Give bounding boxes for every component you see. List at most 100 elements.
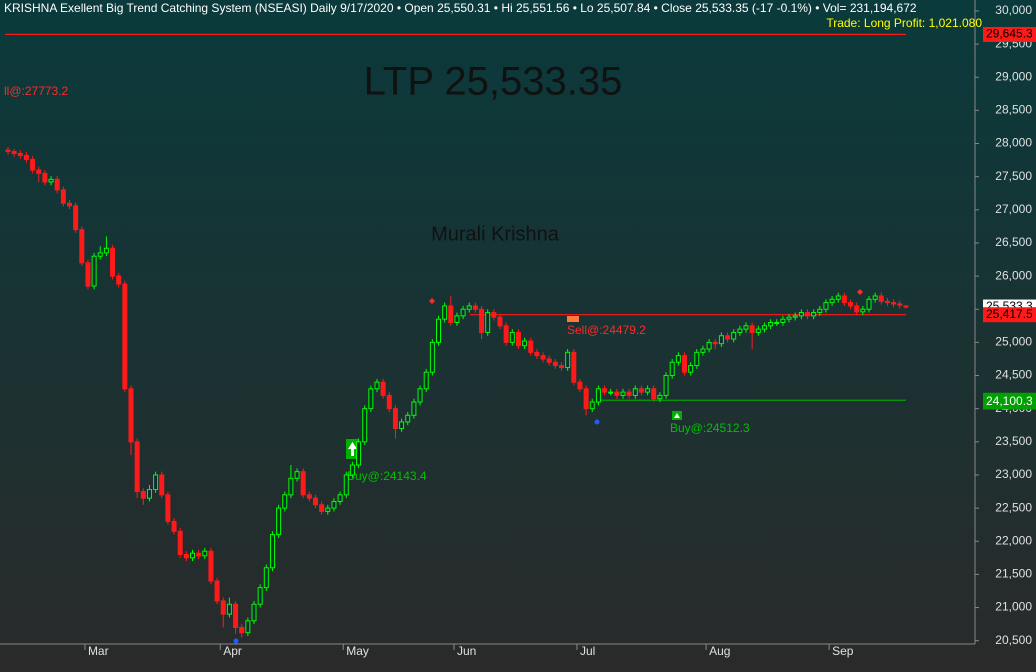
candle-body bbox=[786, 316, 792, 320]
candle-body bbox=[349, 464, 355, 476]
candle-body bbox=[706, 341, 712, 350]
x-tick-label: Jun bbox=[457, 644, 476, 658]
y-tick-label: 26,000 bbox=[995, 268, 1032, 282]
candle-body bbox=[614, 391, 620, 396]
candle-body bbox=[718, 335, 724, 345]
candle-body bbox=[682, 355, 687, 373]
candle-body bbox=[429, 341, 435, 373]
candle-body bbox=[85, 262, 91, 287]
candle-body bbox=[282, 494, 288, 509]
candle-body bbox=[54, 178, 60, 191]
candle-body bbox=[860, 308, 866, 313]
candle-body bbox=[368, 388, 374, 410]
candle-body bbox=[491, 312, 497, 318]
candle-body bbox=[522, 340, 528, 347]
candle-body bbox=[602, 388, 608, 393]
candle-body bbox=[872, 295, 878, 300]
candle-body bbox=[306, 494, 312, 499]
y-tick-label: 30,000 bbox=[995, 3, 1032, 17]
candle-body bbox=[448, 305, 454, 323]
x-tick-label: May bbox=[346, 644, 369, 658]
candle-body bbox=[251, 603, 257, 622]
candle-body bbox=[190, 552, 195, 559]
candle-body bbox=[792, 315, 798, 318]
candle-body bbox=[528, 340, 534, 353]
candle-body bbox=[11, 150, 17, 154]
candle-body bbox=[884, 300, 890, 304]
y-tick-label: 23,500 bbox=[995, 434, 1032, 448]
candle-body bbox=[423, 371, 429, 390]
candle-body bbox=[356, 441, 362, 466]
candle-body bbox=[589, 401, 595, 410]
candle-body bbox=[638, 388, 644, 393]
candle-body bbox=[436, 318, 441, 343]
candle-body bbox=[392, 408, 398, 430]
header: KRISHNA Exellent Big Trend Catching Syst… bbox=[4, 1, 917, 15]
candle-body bbox=[60, 189, 66, 204]
candle-body bbox=[595, 388, 601, 403]
candle-body bbox=[626, 391, 632, 396]
candle-body bbox=[571, 351, 577, 383]
candle-body bbox=[73, 205, 79, 231]
candle-body bbox=[300, 471, 306, 496]
level-label: 29,645.3 bbox=[986, 27, 1033, 41]
candle-body bbox=[651, 388, 657, 400]
candle-body bbox=[503, 325, 509, 343]
candle-body bbox=[331, 500, 337, 509]
candle-body bbox=[657, 394, 663, 400]
candle-body bbox=[454, 315, 460, 323]
candle-body bbox=[515, 331, 521, 347]
y-tick-label: 27,000 bbox=[995, 202, 1032, 216]
candle-body bbox=[712, 341, 718, 345]
candle-body bbox=[48, 178, 54, 183]
diamond-marker bbox=[429, 298, 435, 304]
candle-body bbox=[159, 474, 165, 496]
y-tick-label: 27,500 bbox=[995, 169, 1032, 183]
y-tick-label: 29,000 bbox=[995, 69, 1032, 83]
candle-body bbox=[165, 494, 171, 522]
candle-body bbox=[675, 355, 681, 363]
candle-body bbox=[509, 331, 515, 343]
candle-body bbox=[577, 381, 583, 390]
candle-body bbox=[743, 325, 749, 330]
candle-body bbox=[472, 305, 478, 310]
candle-body bbox=[220, 600, 226, 615]
level-label: 25,417.5 bbox=[986, 307, 1033, 321]
candle-body bbox=[380, 381, 386, 396]
candle-body bbox=[534, 351, 540, 357]
candle-body bbox=[257, 587, 263, 605]
signal-label: ll@:27773.2 bbox=[4, 84, 69, 98]
candle-body bbox=[620, 391, 626, 396]
candle-body bbox=[177, 530, 183, 556]
candle-body bbox=[823, 302, 829, 310]
candle-body bbox=[91, 255, 97, 287]
signal-label: Buy@:24143.4 bbox=[347, 469, 427, 483]
candle-body bbox=[749, 325, 755, 333]
candle-body bbox=[23, 154, 29, 160]
candle-body bbox=[583, 388, 589, 410]
candle-body bbox=[325, 507, 331, 512]
y-tick-label: 24,500 bbox=[995, 368, 1032, 382]
candle-body bbox=[688, 365, 694, 373]
y-tick-label: 28,000 bbox=[995, 136, 1032, 150]
y-tick-label: 22,000 bbox=[995, 533, 1032, 547]
x-tick-label: Sep bbox=[832, 644, 854, 658]
level-label: 24,100.3 bbox=[986, 394, 1033, 408]
candle-body bbox=[694, 351, 700, 367]
candle-body bbox=[208, 550, 214, 582]
trade-text: Trade: Long Profit: 1,021.080 bbox=[826, 16, 982, 30]
sell-marker bbox=[567, 316, 579, 322]
candle-body bbox=[202, 550, 208, 557]
candle-body bbox=[725, 335, 731, 340]
candle-body bbox=[79, 229, 85, 264]
candle-body bbox=[122, 283, 128, 390]
candle-body bbox=[362, 408, 368, 443]
candle-body bbox=[263, 567, 269, 589]
candle-body bbox=[878, 295, 884, 302]
candle-body bbox=[835, 295, 841, 300]
candle-body bbox=[30, 158, 36, 171]
candle-body bbox=[663, 375, 669, 396]
diamond-marker bbox=[857, 289, 863, 295]
candle-body bbox=[546, 358, 552, 363]
